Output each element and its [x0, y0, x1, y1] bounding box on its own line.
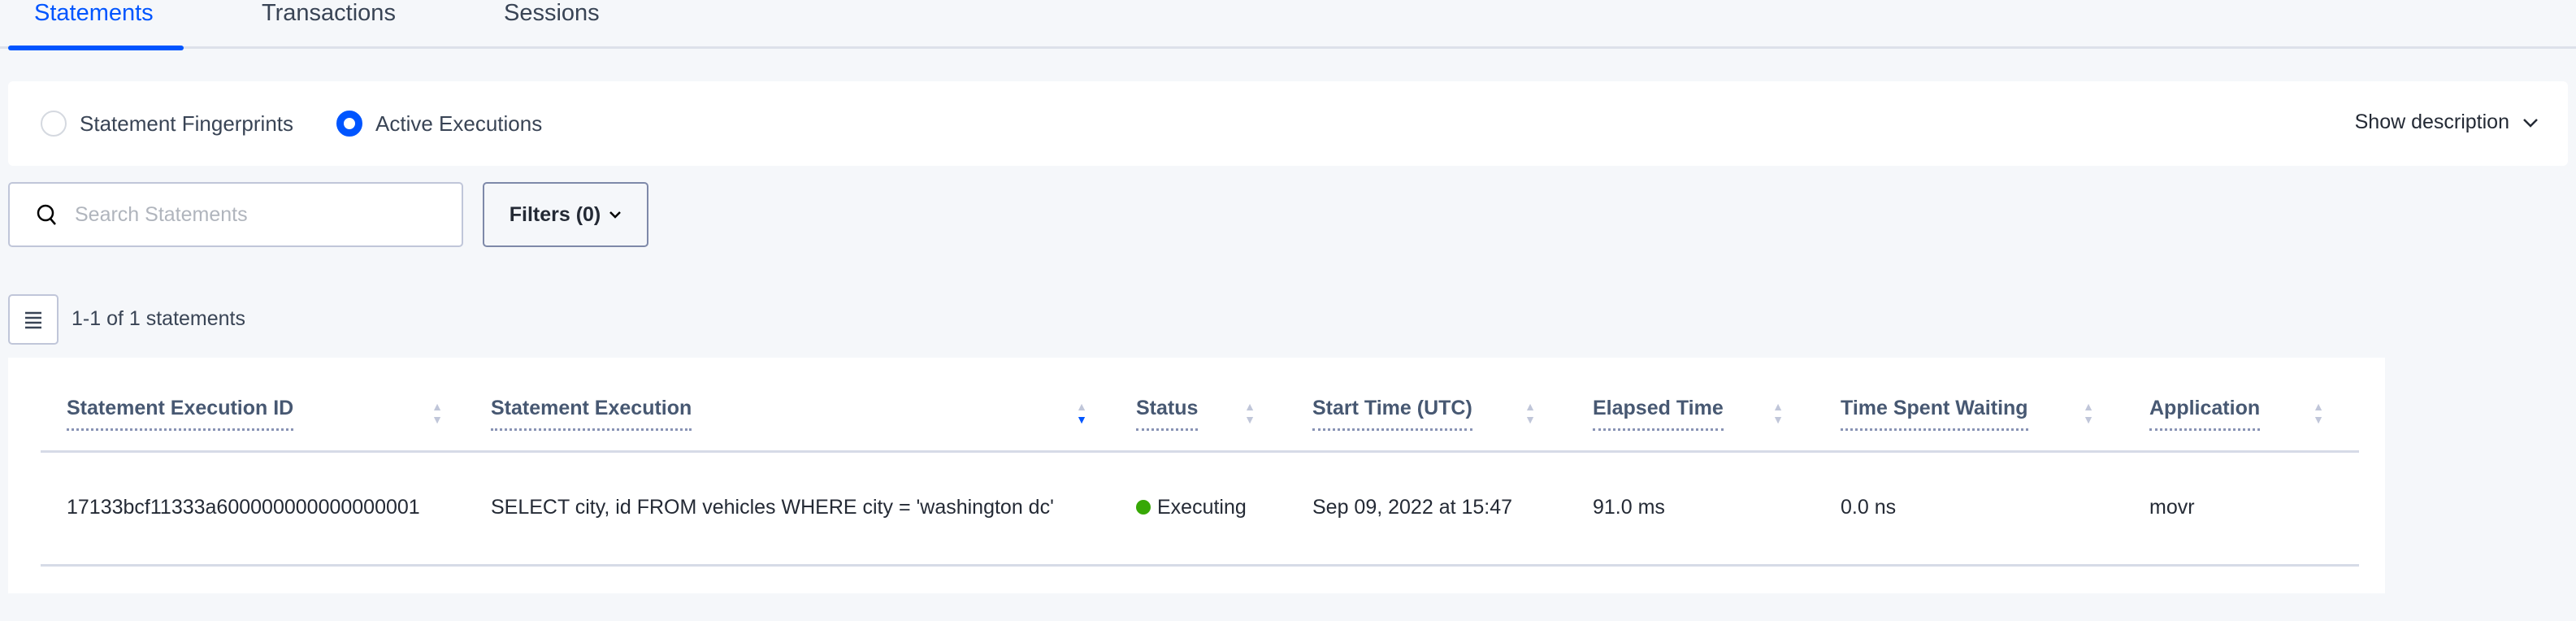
column-header-statement[interactable]: Statement Execution: [491, 397, 692, 431]
chevron-down-icon: [2523, 118, 2538, 128]
column-header-elapsed-time[interactable]: Elapsed Time: [1593, 397, 1724, 431]
view-toggle-card: Statement Fingerprints Active Executions…: [8, 81, 2568, 166]
cell-start-time: Sep 09, 2022 at 15:47: [1312, 496, 1513, 519]
tab-transactions[interactable]: Transactions: [262, 0, 396, 26]
tab-statements[interactable]: Statements: [34, 0, 154, 26]
status-text: Executing: [1157, 496, 1247, 519]
column-selector-button[interactable]: [8, 294, 59, 345]
column-header-status[interactable]: Status: [1136, 397, 1199, 431]
show-description-toggle[interactable]: Show description: [2355, 111, 2539, 134]
cell-execution-id[interactable]: 17133bcf11333a600000000000000001: [67, 496, 420, 519]
cell-status: Executing: [1136, 496, 1247, 519]
result-count: 1-1 of 1 statements: [72, 307, 246, 330]
cell-application: movr: [2149, 496, 2195, 519]
sort-icon[interactable]: ▲ ▼: [432, 400, 443, 426]
radio-statement-fingerprints[interactable]: Statement Fingerprints: [41, 111, 293, 137]
search-icon: [37, 204, 56, 225]
search-box: [8, 182, 463, 247]
tab-sessions[interactable]: Sessions: [504, 0, 600, 26]
row-divider: [41, 564, 2359, 567]
header-divider: [41, 450, 2359, 453]
show-description-label: Show description: [2354, 111, 2509, 133]
radio-active-executions[interactable]: Active Executions: [336, 111, 542, 137]
executions-table: Statement Execution ID ▲ ▼ Statement Exec…: [8, 358, 2385, 593]
sort-icon[interactable]: ▲ ▼: [1076, 400, 1087, 426]
cell-elapsed-time: 91.0 ms: [1593, 496, 1665, 519]
search-input[interactable]: [75, 202, 440, 227]
column-header-application[interactable]: Application: [2149, 397, 2261, 431]
tab-bar: Statements Transactions Sessions: [0, 0, 2576, 50]
sort-icon[interactable]: ▲ ▼: [1772, 400, 1784, 426]
cell-time-waiting: 0.0 ns: [1841, 496, 1897, 519]
sort-icon[interactable]: ▲ ▼: [2313, 400, 2324, 426]
chevron-down-icon: [609, 211, 622, 219]
list-icon: [25, 311, 41, 329]
filters-label: Filters (0): [509, 202, 601, 226]
sort-icon[interactable]: ▲ ▼: [1244, 400, 1255, 426]
status-dot-icon: [1136, 500, 1151, 515]
radio-label: Statement Fingerprints: [80, 111, 294, 136]
filters-button[interactable]: Filters (0): [483, 182, 648, 247]
sort-icon[interactable]: ▲ ▼: [2083, 400, 2094, 426]
radio-unchecked-icon: [41, 111, 67, 137]
column-header-start-time[interactable]: Start Time (UTC): [1312, 397, 1472, 431]
radio-checked-icon: [336, 111, 362, 137]
active-tab-indicator: [8, 46, 184, 50]
sort-icon[interactable]: ▲ ▼: [1524, 400, 1536, 426]
cell-statement[interactable]: SELECT city, id FROM vehicles WHERE city…: [491, 496, 1054, 519]
column-header-time-waiting[interactable]: Time Spent Waiting: [1841, 397, 2028, 431]
radio-label: Active Executions: [375, 111, 543, 136]
column-header-id[interactable]: Statement Execution ID: [67, 397, 294, 431]
